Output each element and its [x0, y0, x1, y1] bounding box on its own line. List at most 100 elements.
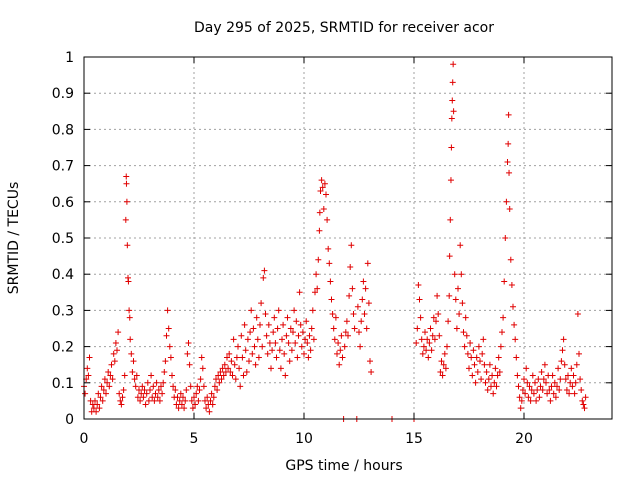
data-point: [450, 61, 457, 68]
data-point: [451, 271, 458, 278]
y-tick-label: 0: [65, 412, 74, 428]
data-point: [118, 401, 125, 408]
data-point: [103, 390, 109, 397]
data-point: [449, 79, 456, 86]
data-point: [482, 379, 489, 386]
data-point: [136, 387, 142, 394]
x-tick-labels: 0 5 10 15 20: [80, 431, 533, 447]
data-point: [562, 376, 569, 383]
data-point: [127, 336, 134, 343]
data-point: [577, 376, 584, 383]
data-point: [444, 343, 450, 350]
data-point: [253, 314, 260, 321]
data-point: [314, 285, 321, 292]
y-tick-labels: 0 0.1 0.2 0.3 0.4 0.5 0.6 0.7 0.8 0.9 1: [52, 50, 74, 428]
data-point: [514, 372, 521, 379]
data-point: [123, 198, 130, 205]
data-point: [285, 339, 292, 346]
data-point: [283, 332, 290, 339]
data-point: [357, 343, 364, 350]
data-point: [85, 372, 92, 379]
data-point: [161, 368, 168, 375]
data-point: [548, 383, 555, 390]
data-point: [224, 354, 230, 361]
data-point: [290, 329, 296, 336]
data-point: [198, 354, 205, 361]
data-point: [327, 278, 334, 285]
data-point: [515, 383, 522, 390]
data-point: [430, 314, 437, 321]
data-point: [154, 394, 161, 401]
data-point: [226, 350, 233, 357]
data-point: [448, 115, 455, 122]
data-point: [481, 361, 488, 368]
data-point: [297, 321, 304, 328]
data-point: [172, 387, 179, 394]
data-point: [219, 365, 226, 372]
data-point: [188, 397, 195, 404]
data-point: [447, 216, 454, 223]
data-point: [452, 296, 459, 303]
data-point: [160, 379, 167, 386]
data-point: [494, 372, 501, 379]
data-point: [254, 336, 261, 343]
data-point: [231, 361, 238, 368]
data-point: [96, 405, 103, 412]
data-point: [143, 390, 150, 397]
data-point: [211, 383, 218, 390]
data-point: [323, 191, 329, 198]
data-point: [191, 394, 197, 401]
data-point: [580, 401, 587, 408]
data-point: [140, 394, 147, 401]
data-point: [131, 376, 138, 383]
data-point: [417, 314, 424, 321]
data-point: [125, 278, 132, 285]
data-point: [506, 206, 513, 213]
data-point: [526, 383, 533, 390]
data-point: [235, 343, 241, 350]
data-point: [420, 343, 427, 350]
data-point: [242, 347, 249, 354]
x-axis-title: GPS time / hours: [285, 458, 402, 474]
data-point: [147, 387, 153, 394]
data-point: [306, 332, 313, 339]
data-point: [464, 350, 471, 357]
data-point: [491, 379, 498, 386]
data-point: [220, 372, 227, 379]
data-point: [296, 289, 303, 296]
data-point: [441, 350, 448, 357]
data-point: [439, 372, 446, 379]
data-point: [281, 350, 288, 357]
data-point: [280, 321, 287, 328]
data-point: [142, 401, 149, 408]
data-point: [316, 209, 323, 216]
data-point: [148, 372, 155, 379]
data-point: [445, 318, 452, 325]
data-point: [555, 365, 562, 372]
data-point: [145, 397, 152, 404]
data-point: [538, 368, 545, 375]
data-point: [422, 329, 428, 336]
data-point: [258, 300, 265, 307]
data-point: [315, 256, 322, 263]
data-point: [90, 405, 97, 412]
data-point: [126, 307, 133, 314]
data-point: [493, 383, 500, 390]
data-point: [97, 394, 104, 401]
data-point: [341, 343, 348, 350]
data-point: [313, 271, 320, 278]
data-point: [273, 354, 280, 361]
data-point: [237, 383, 244, 390]
data-point: [249, 350, 256, 357]
data-point: [516, 394, 523, 401]
data-point: [533, 397, 540, 404]
data-point: [364, 260, 371, 267]
data-point: [468, 354, 475, 361]
data-point: [122, 216, 129, 223]
data-point: [288, 347, 295, 354]
data-point: [423, 347, 430, 354]
data-point: [218, 376, 225, 383]
data-point: [563, 387, 570, 394]
data-point: [343, 318, 350, 325]
data-point: [578, 387, 585, 394]
